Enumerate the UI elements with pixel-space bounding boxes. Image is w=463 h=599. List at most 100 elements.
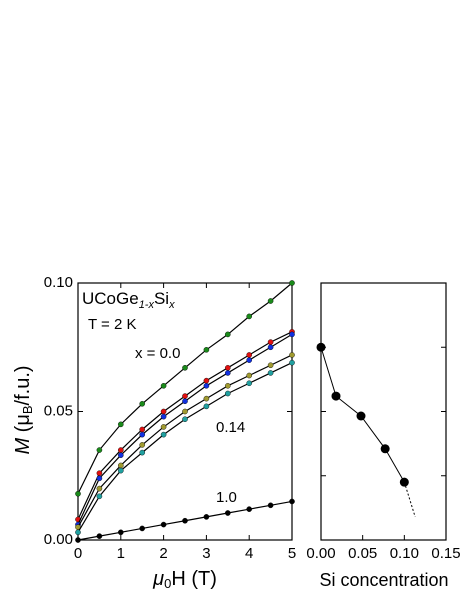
x-tick-label: 4 xyxy=(245,545,253,562)
data-point xyxy=(224,390,231,397)
data-point xyxy=(203,403,210,410)
x-tick-label: 0.00 xyxy=(306,545,335,562)
data-point xyxy=(246,357,252,363)
data-point xyxy=(289,359,295,366)
plot-frame xyxy=(320,282,447,541)
data-point xyxy=(182,408,188,415)
x-label-mu: μ xyxy=(152,568,164,590)
y-label-sub: B xyxy=(20,405,35,414)
data-point xyxy=(160,382,167,389)
data-point xyxy=(160,431,167,438)
data-point xyxy=(75,490,81,497)
x-tick-label: 0.05 xyxy=(348,545,377,562)
x-axis-label: μ0H (T) xyxy=(152,568,217,591)
data-point xyxy=(118,452,124,458)
extrapolation-line xyxy=(403,482,416,518)
annotation: x = 0.0 xyxy=(135,345,180,362)
data-point xyxy=(356,411,366,421)
data-point xyxy=(96,475,103,482)
data-point xyxy=(224,331,231,338)
y-tick-label: 0.05 xyxy=(44,402,73,419)
annotation: T = 2 K xyxy=(88,316,137,333)
data-point xyxy=(289,331,295,338)
data-point xyxy=(160,413,167,420)
data-point xyxy=(96,470,103,476)
compound-part: 1-x xyxy=(139,299,155,311)
data-point xyxy=(139,449,145,456)
compound-part: Si xyxy=(154,289,169,308)
data-point xyxy=(316,342,326,352)
annotation: 1.0 xyxy=(216,489,237,506)
fit-line xyxy=(77,354,293,528)
data-point xyxy=(182,416,188,423)
data-point xyxy=(160,424,167,430)
data-point xyxy=(203,377,210,384)
data-point xyxy=(203,395,210,402)
data-point xyxy=(182,393,188,399)
fit-line xyxy=(77,331,293,520)
data-point xyxy=(96,447,103,453)
data-point xyxy=(96,485,103,492)
x-tick-label: 0 xyxy=(74,545,82,562)
data-point xyxy=(224,510,231,516)
compound-part: x xyxy=(168,299,175,311)
data-point xyxy=(380,444,390,454)
x-tick-label: 2 xyxy=(159,545,167,562)
compound-part: UCoGe xyxy=(82,289,139,308)
data-point xyxy=(224,365,231,371)
data-point xyxy=(118,447,124,453)
data-point xyxy=(139,431,145,438)
data-point xyxy=(118,467,124,474)
x-label-sub: 0 xyxy=(164,576,171,591)
x-tick-label: 3 xyxy=(202,545,210,562)
data-point xyxy=(399,477,409,487)
y-label-main: M xyxy=(12,438,34,455)
data-point xyxy=(203,514,210,520)
fit-line xyxy=(77,333,293,525)
data-point xyxy=(139,426,145,433)
data-point xyxy=(182,398,188,405)
data-point xyxy=(139,442,145,448)
data-point xyxy=(203,382,210,389)
data-point xyxy=(289,352,295,358)
y-label-open: (μ xyxy=(12,414,34,438)
y-axis-label: M (μB/f.u.) xyxy=(12,365,35,454)
data-point xyxy=(246,380,252,387)
data-point xyxy=(224,370,231,376)
compound-label: UCoGe1-xSix xyxy=(82,289,175,310)
data-point xyxy=(289,498,295,505)
data-point xyxy=(224,382,231,389)
data-point xyxy=(246,372,252,379)
x-tick-label: 1 xyxy=(117,545,125,562)
data-point xyxy=(118,421,124,428)
data-point xyxy=(160,521,167,528)
data-point xyxy=(160,408,167,415)
y-tick-label: 0.10 xyxy=(44,274,73,291)
data-point xyxy=(289,280,295,286)
x-tick-label: 0.10 xyxy=(390,545,419,562)
y-tick-label: 0.00 xyxy=(44,531,73,548)
annotation: 0.14 xyxy=(216,419,245,436)
data-point xyxy=(331,391,341,401)
data-point xyxy=(267,339,274,345)
data-point xyxy=(203,347,210,353)
data-point xyxy=(118,529,124,536)
data-point xyxy=(118,462,124,469)
data-point xyxy=(182,517,188,524)
data-point xyxy=(75,537,81,543)
x-label-rest: H (T) xyxy=(171,568,217,590)
data-point xyxy=(96,493,103,500)
x-axis-label: Si concentration xyxy=(319,570,448,590)
data-point xyxy=(246,352,252,358)
data-point xyxy=(267,502,274,509)
x-tick-label: 0.15 xyxy=(431,545,460,562)
y-label-close: /f.u.) xyxy=(12,365,34,405)
data-point xyxy=(246,313,252,320)
data-point xyxy=(267,298,274,304)
data-point xyxy=(267,362,274,369)
data-point xyxy=(139,400,145,407)
data-point xyxy=(267,344,274,351)
data-point xyxy=(75,529,81,536)
x-tick-label: 5 xyxy=(288,545,296,562)
